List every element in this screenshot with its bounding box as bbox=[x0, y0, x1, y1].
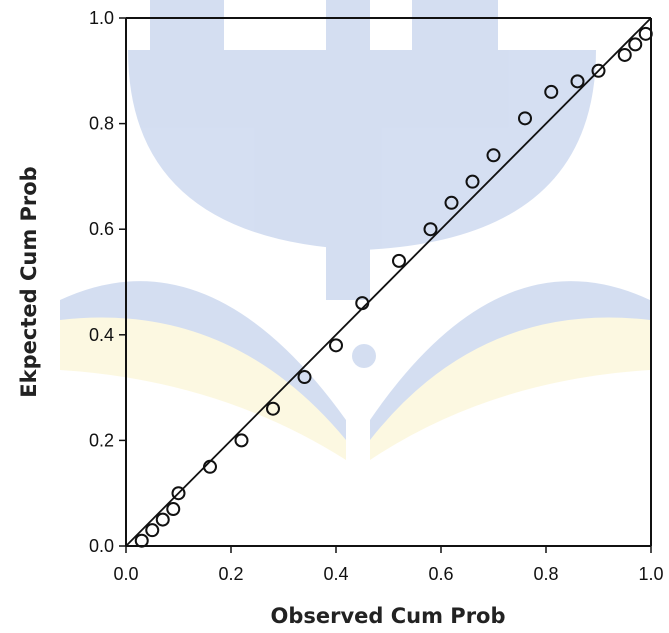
x-ticks: 0.0 0.2 0.4 0.6 0.8 1.0 bbox=[113, 546, 664, 584]
data-point bbox=[544, 84, 559, 99]
data-point bbox=[171, 486, 186, 501]
watermark-arc bbox=[128, 50, 596, 250]
x-tick-label: 0.4 bbox=[323, 564, 348, 584]
data-point bbox=[355, 296, 370, 311]
data-point bbox=[591, 63, 606, 78]
data-point bbox=[266, 401, 280, 416]
y-axis-title: Ekpected Cum Prob bbox=[17, 166, 41, 397]
watermark-book-blue-left bbox=[60, 281, 346, 455]
watermark-stem bbox=[326, 0, 370, 300]
y-tick-label: 0.2 bbox=[89, 430, 114, 450]
data-point bbox=[134, 533, 149, 548]
data-point bbox=[166, 502, 181, 517]
y-tick-label: 0.6 bbox=[89, 219, 114, 239]
data-point bbox=[518, 111, 532, 126]
data-point bbox=[486, 148, 501, 163]
y-ticks: 0.0 0.2 0.4 0.6 0.8 1.0 bbox=[89, 8, 126, 556]
y-tick-label: 0.8 bbox=[89, 114, 114, 134]
data-point bbox=[329, 338, 343, 353]
data-point bbox=[628, 37, 643, 52]
x-tick-label: 0.0 bbox=[113, 564, 138, 584]
data-point bbox=[155, 512, 170, 527]
data-point bbox=[203, 459, 217, 474]
data-point bbox=[234, 433, 249, 448]
data-point bbox=[392, 253, 406, 268]
y-tick-label: 0.4 bbox=[89, 325, 114, 345]
data-point bbox=[145, 523, 160, 538]
x-tick-label: 0.8 bbox=[533, 564, 558, 584]
data-point bbox=[444, 195, 459, 210]
plot-frame bbox=[125, 17, 652, 547]
data-point bbox=[423, 222, 438, 237]
reference-line-group bbox=[125, 17, 652, 547]
data-point bbox=[570, 74, 585, 89]
x-axis-title: Observed Cum Prob bbox=[270, 604, 505, 628]
points-group bbox=[134, 26, 653, 548]
watermark-book-blue-right bbox=[370, 281, 650, 455]
reference-line bbox=[125, 17, 652, 547]
watermark-logo bbox=[60, 0, 650, 460]
data-point bbox=[465, 174, 480, 189]
x-tick-label: 1.0 bbox=[638, 564, 663, 584]
data-point bbox=[638, 26, 653, 41]
data-point bbox=[617, 47, 632, 62]
y-tick-label: 0.0 bbox=[89, 536, 114, 556]
x-tick-label: 0.6 bbox=[428, 564, 453, 584]
watermark-book-yellow-left bbox=[60, 317, 346, 460]
data-point bbox=[297, 370, 312, 385]
x-tick-label: 0.2 bbox=[218, 564, 243, 584]
watermark-book-yellow-right bbox=[370, 317, 650, 460]
watermark-dot bbox=[352, 344, 376, 368]
y-tick-label: 1.0 bbox=[89, 8, 114, 28]
